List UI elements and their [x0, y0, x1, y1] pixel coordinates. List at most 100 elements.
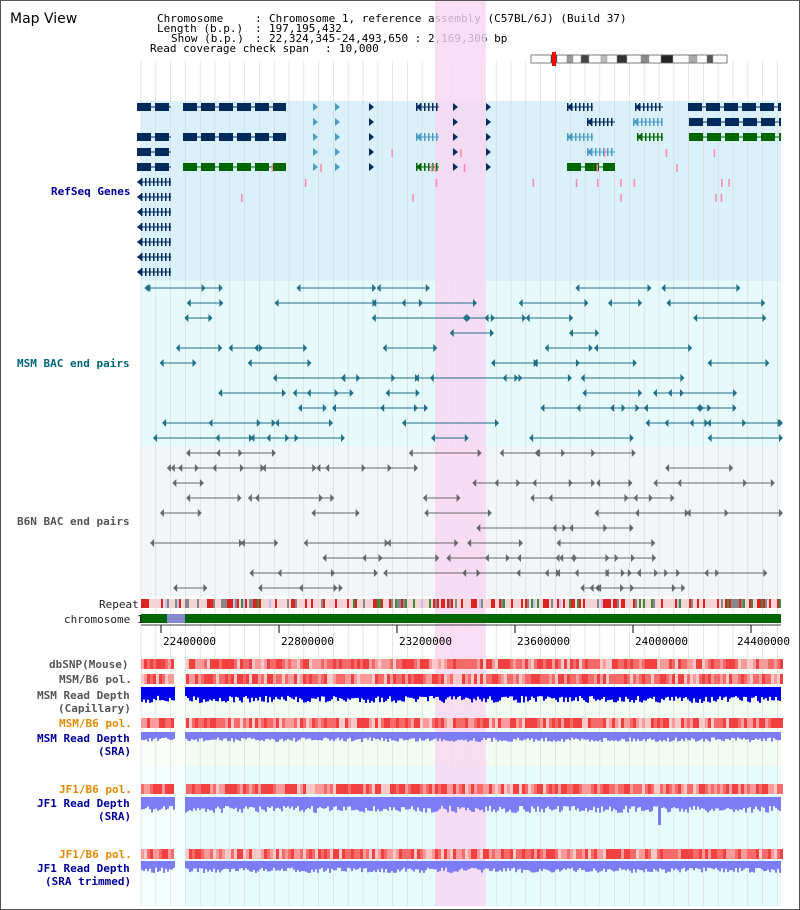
msm-b6-pol-bar	[420, 718, 423, 728]
jf1-b6-pol-bar	[540, 849, 543, 859]
msm-depth-sra-bar	[299, 732, 301, 740]
jf1-b6-pol-bar	[483, 784, 486, 794]
msm-b6-pol-bar	[408, 718, 411, 728]
msm-depth-sra-bar	[699, 732, 701, 741]
msm-depth-sra-bar	[529, 732, 531, 740]
dbsnp-bar	[186, 659, 189, 669]
jf1-b6-pol-bar	[597, 784, 600, 794]
jf1-depth-trimmed-bar	[691, 861, 693, 869]
jf1-b6-pol-bar	[339, 784, 342, 794]
msm-depth-capillary-bar	[749, 687, 751, 703]
msm-bac-end	[588, 344, 593, 352]
jf1-depth-trimmed-bar	[287, 861, 289, 868]
repeat-block	[737, 599, 739, 608]
jf1-b6-pol-bar	[603, 784, 606, 794]
jf1-b6-pol-bar	[363, 849, 366, 859]
msm-b6-pol-bar	[669, 674, 672, 684]
msm-depth-sra-bar	[395, 732, 397, 741]
gene-exon	[567, 163, 581, 171]
jf1-b6-pol-bar	[432, 849, 435, 859]
jf1-depth-trimmed-bar	[453, 861, 455, 872]
dbsnp-bar	[474, 659, 477, 669]
jf1-depth-trimmed-bar	[501, 861, 503, 872]
repeat-block	[481, 599, 483, 608]
jf1-depth-sra-bar	[295, 797, 297, 809]
b6n-bac-end	[387, 464, 392, 472]
repeat-block	[667, 599, 669, 608]
msm-bac-end	[707, 359, 712, 367]
repeat-block	[623, 599, 625, 608]
jf1-depth-trimmed-bar	[561, 861, 563, 871]
jf1-depth-sra-bar	[415, 797, 417, 812]
jf1-depth-sra-bar	[573, 797, 575, 806]
msm-b6-pol-bar	[693, 674, 696, 684]
msm-depth-capillary-bar	[645, 687, 647, 701]
jf1-read-depth-label[interactable]: JF1 Read Depth	[37, 797, 130, 810]
msm-depth-sra-bar	[325, 732, 327, 738]
msm-depth-capillary-bar	[601, 687, 603, 700]
msm-b6-pol-label-2[interactable]: MSM/B6 pol.	[59, 717, 132, 730]
msm-b6-pol-bar	[660, 718, 663, 728]
msm-depth-capillary-bar	[599, 687, 601, 701]
refseq-genes-label[interactable]: RefSeq Genes	[51, 185, 131, 198]
repeat-block	[205, 599, 207, 608]
dbsnp-bar	[312, 659, 315, 669]
msm-bac-end	[544, 344, 549, 352]
b6n-bac-end	[170, 464, 175, 472]
dbsnp-bar	[510, 659, 513, 669]
jf1-depth-trimmed-bar	[289, 861, 291, 869]
msm-depth-capillary-bar	[767, 687, 769, 701]
msm-depth-sra-bar	[599, 732, 601, 741]
jf1-b6-pol-bar	[318, 849, 321, 859]
jf1-b6-pol-bar	[219, 784, 222, 794]
msm-depth-capillary-bar	[387, 687, 389, 700]
dbsnp-bar	[492, 659, 495, 669]
jf1-depth-trimmed-bar	[423, 861, 425, 873]
dbsnp-bar	[732, 659, 735, 669]
msm-depth-capillary-bar	[521, 687, 523, 697]
jf1-b6-pol-bar	[759, 849, 762, 859]
show-label: Show (b.p.)	[171, 32, 244, 45]
jf1-b6-pol-bar	[444, 849, 447, 859]
gene-exon	[145, 223, 147, 231]
jf1-b6-pol-bar	[399, 784, 402, 794]
jf1-b6-pol-label-2[interactable]: JF1/B6 pol.	[59, 848, 132, 861]
jf1-depth-sra-bar	[253, 797, 255, 808]
msm-depth-sra-bar	[733, 732, 735, 739]
gene-small-arrow	[313, 163, 318, 171]
jf1-read-depth-trimmed-label[interactable]: JF1 Read Depth	[37, 862, 130, 875]
jf1-depth-trimmed-bar	[267, 861, 269, 872]
jf1-b6-pol-bar	[735, 849, 738, 859]
jf1-b6-pol-bar	[198, 784, 201, 794]
jf1-depth-sra-bar	[749, 797, 751, 807]
jf1-b6-pol-bar	[549, 849, 552, 859]
repeat-block	[779, 599, 781, 608]
jf1-b6-pol-label-1[interactable]: JF1/B6 pol.	[59, 783, 132, 796]
dbsnp-bar	[189, 659, 192, 669]
b6n-bac-end	[422, 494, 427, 502]
pseudogene-mark	[633, 179, 636, 187]
msm-read-depth-sra-label[interactable]: MSM Read Depth	[37, 732, 130, 745]
msm-depth-capillary-bar	[157, 687, 159, 696]
msm-depth-capillary-bar	[371, 687, 373, 701]
jf1-depth-sra-bar	[391, 797, 393, 811]
msm-bac-label[interactable]: MSM BAC end pairs	[17, 357, 130, 370]
msm-bac-end	[569, 314, 574, 322]
repeat-block	[759, 599, 761, 608]
msm-read-depth-capillary-label[interactable]: MSM Read Depth	[37, 689, 130, 702]
gene-strand-arrow	[416, 163, 421, 171]
msm-b6-pol-label-1[interactable]: MSM/B6 pol.	[59, 673, 132, 686]
dbsnp-bar	[663, 659, 666, 669]
msm-depth-sra-bar	[389, 732, 391, 739]
dbsnp-label[interactable]: dbSNP(Mouse)	[49, 658, 129, 671]
repeat-block	[663, 599, 665, 608]
gene-exon	[273, 133, 286, 141]
jf1-depth-trimmed-bar	[349, 861, 351, 869]
b6n-bac-label[interactable]: B6N BAC end pairs	[17, 515, 130, 528]
msm-b6-pol-bar	[522, 674, 525, 684]
msm-depth-capillary-bar	[147, 687, 149, 700]
repeat-block	[491, 599, 493, 608]
jf1-depth-trimmed-bar	[159, 861, 161, 871]
b6n-bac-end	[605, 569, 610, 577]
